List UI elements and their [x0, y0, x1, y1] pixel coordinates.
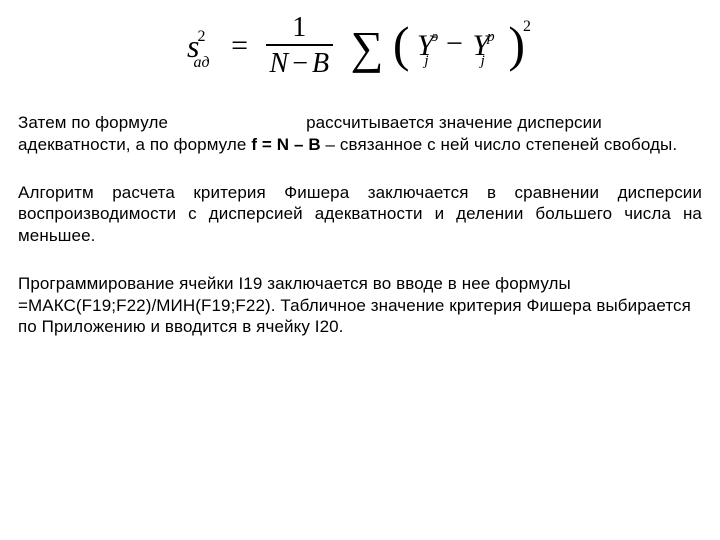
y2-sup: p	[487, 29, 495, 45]
y1-sup: э	[432, 29, 439, 45]
lhs-superscript: 2	[197, 28, 205, 45]
p1-part-a: Затем по формуле	[18, 113, 168, 132]
den-left: N	[270, 48, 289, 79]
adequacy-variance-formula: s2ад = 1 N−B ∑ ( Yэj − Ypj )	[187, 14, 533, 78]
fraction: 1 N−B	[266, 14, 334, 78]
fraction-numerator: 1	[266, 14, 334, 44]
outer-square: 2	[523, 18, 531, 35]
lhs-subscript: ад	[193, 54, 209, 71]
paragraph-3: Программирование ячейки I19 заключается …	[18, 273, 702, 338]
p1-inline-formula: f = N – B	[251, 135, 320, 154]
paragraph-1: Затем по формулерассчитывается значение …	[18, 112, 702, 156]
y2-sub: j	[481, 53, 485, 69]
document-page: s2ад = 1 N−B ∑ ( Yэj − Ypj )	[0, 0, 720, 540]
sigma-symbol: ∑	[351, 25, 384, 71]
equals-sign: =	[231, 31, 248, 61]
term-y1: Yэj	[417, 31, 444, 61]
den-op: −	[288, 48, 312, 79]
term-y2: Ypj	[472, 31, 500, 61]
y1-sub: j	[424, 53, 428, 69]
formula-lhs: s2ад	[187, 30, 224, 63]
paren-group: ( Yэj − Ypj )	[393, 21, 525, 71]
minus-sign: −	[446, 27, 463, 60]
left-paren: (	[393, 19, 410, 69]
den-right: B	[312, 48, 329, 79]
fraction-denominator: N−B	[266, 46, 334, 78]
p1-part-c: – связанное с ней число степеней свободы…	[321, 135, 677, 154]
formula-block: s2ад = 1 N−B ∑ ( Yэj − Ypj )	[18, 14, 702, 78]
paragraph-2: Алгоритм расчета критерия Фишера заключа…	[18, 182, 702, 247]
